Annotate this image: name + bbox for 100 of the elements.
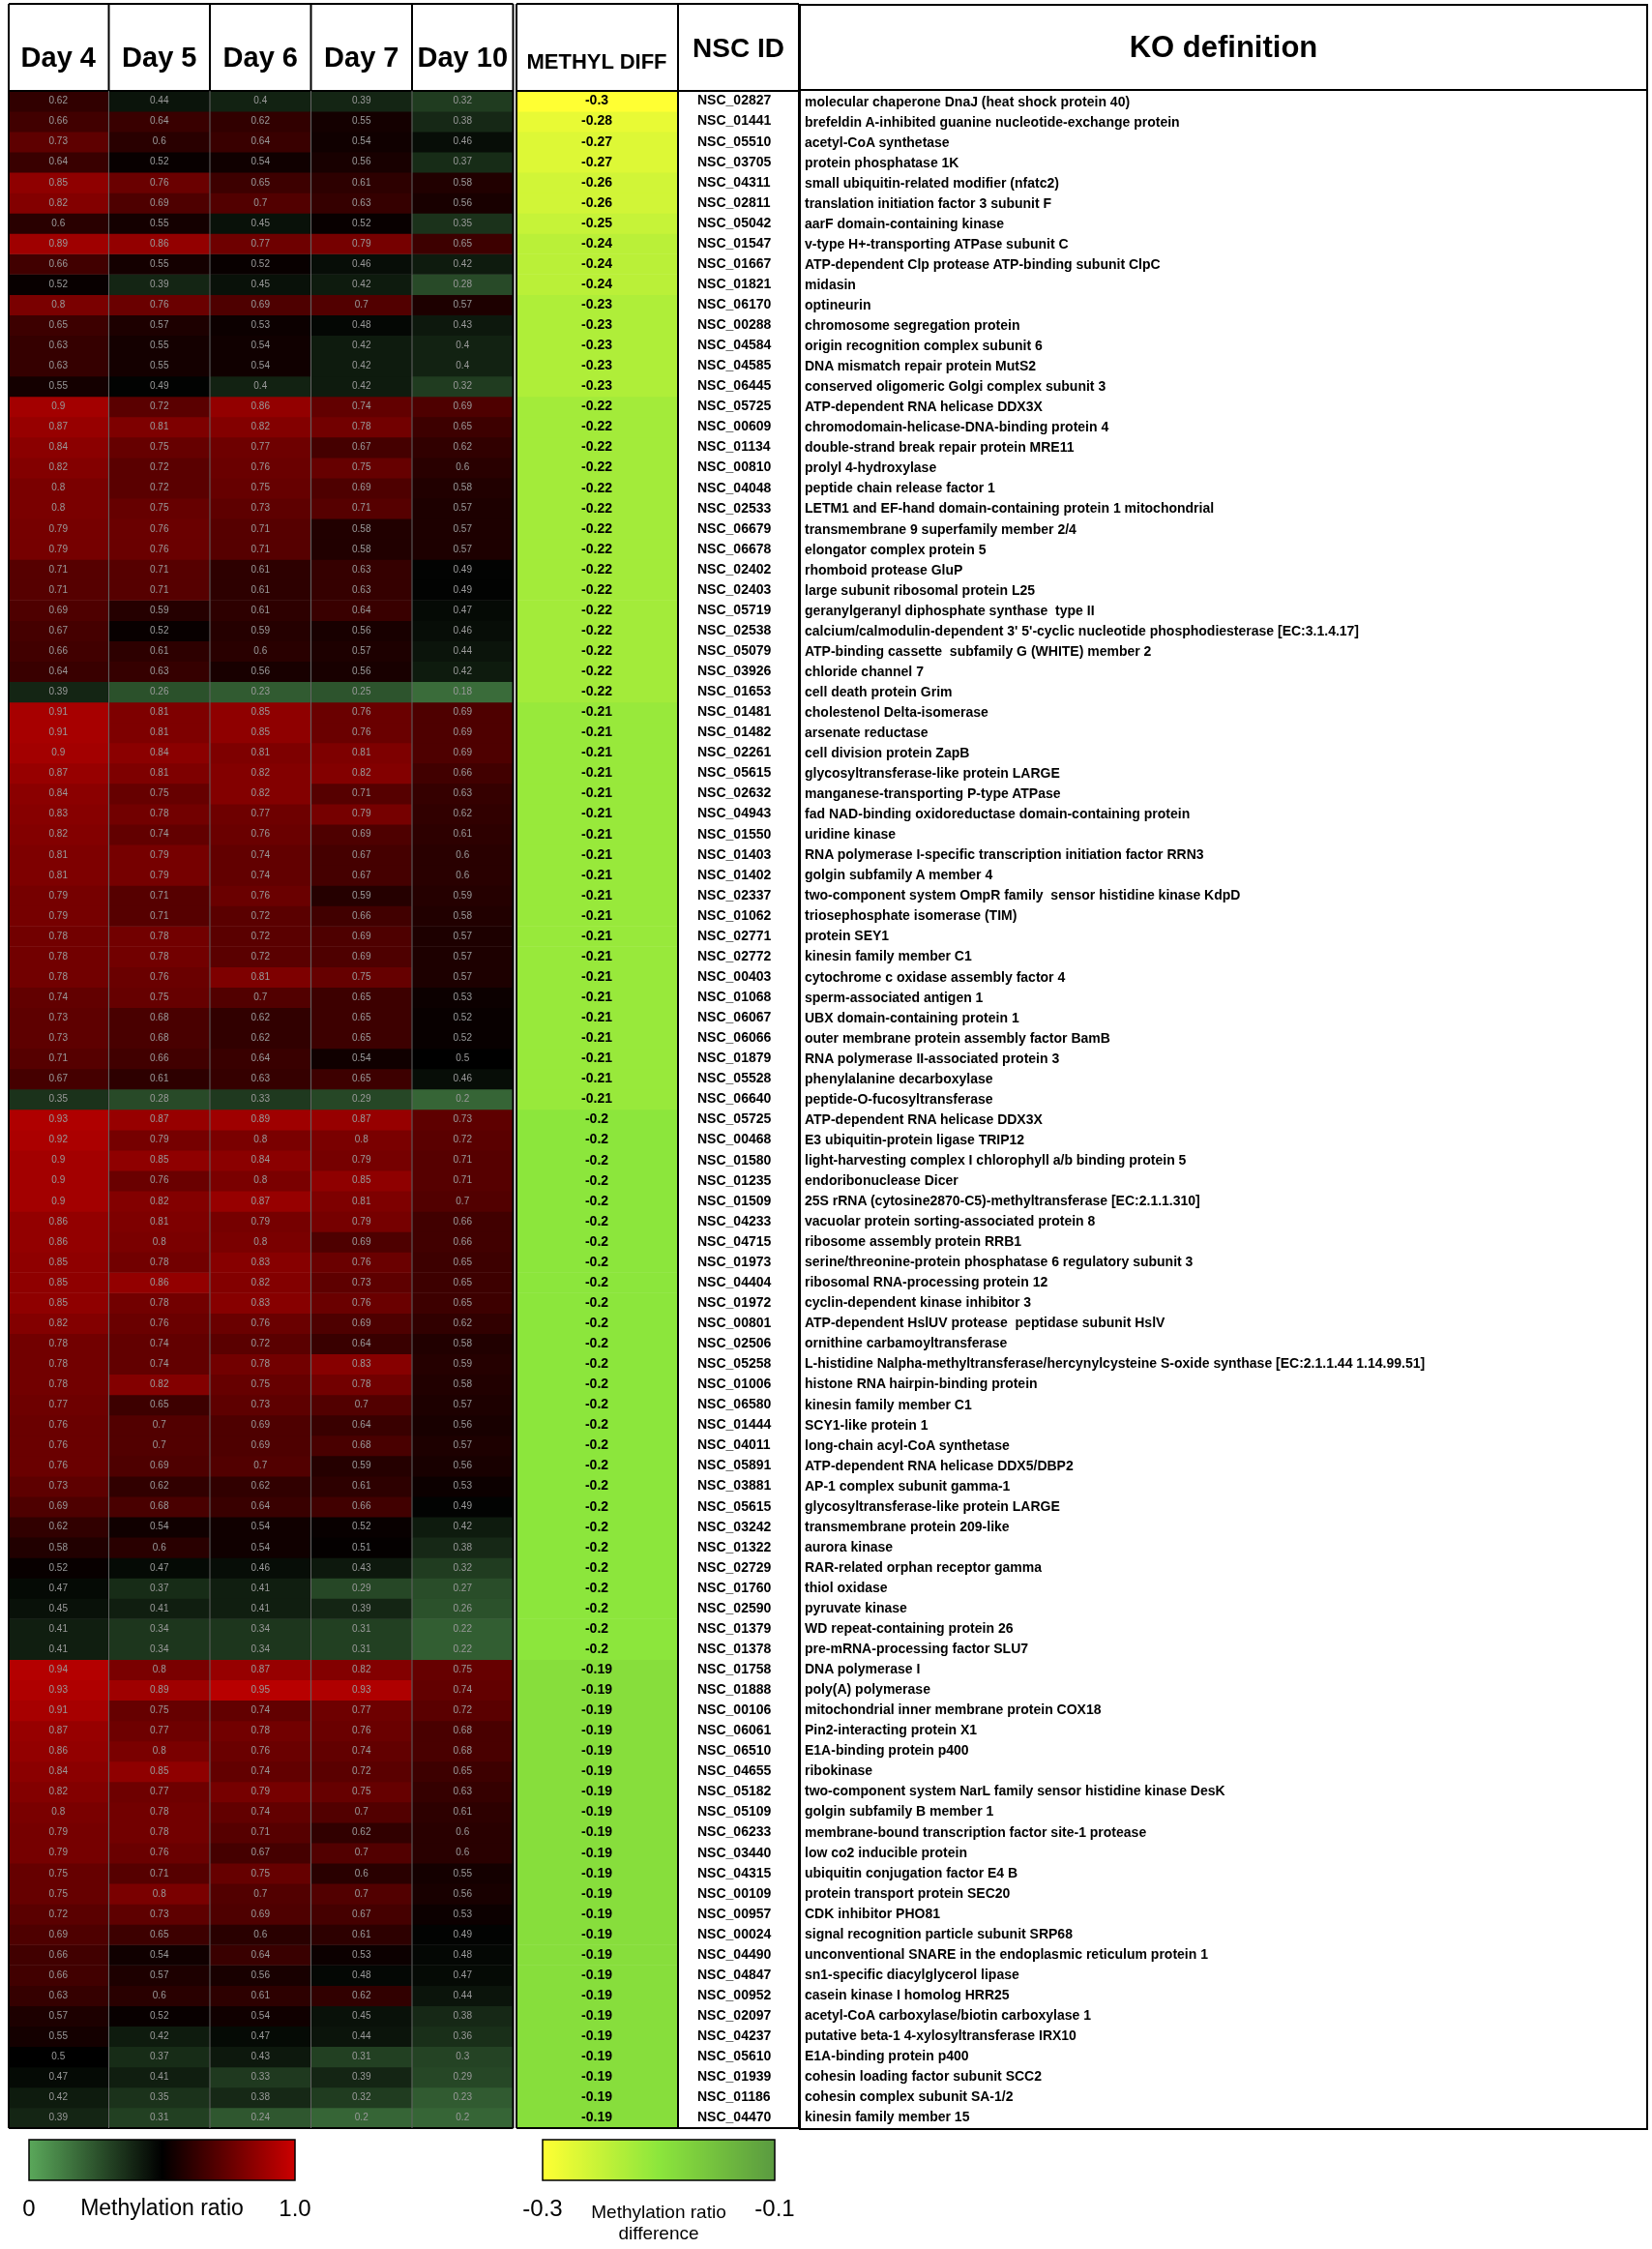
y-tick-label: NSC_01667	[697, 254, 772, 271]
text: brefeldin A-inhibited guanine nucleotide-exchange protein	[804, 112, 1181, 132]
data-label: -0.19	[581, 2007, 613, 2024]
data-label: -0.26	[581, 193, 613, 210]
text: E1A-binding protein p400	[804, 1741, 970, 1761]
y-tick-label: NSC_02771	[697, 927, 772, 943]
data-label: -0.2	[584, 1457, 609, 1473]
y-tick-label: NSC_06679	[697, 519, 772, 536]
text: UBX domain-containing protein 1	[804, 1008, 1020, 1027]
y-tick-label: NSC_04311	[697, 173, 771, 190]
y-tick-label: NSC_02097	[697, 2007, 772, 2024]
text: WD repeat-containing protein 26	[804, 1619, 1015, 1639]
text: cyclin-dependent kinase inhibitor 3	[804, 1293, 1033, 1313]
data-label: -0.2	[584, 1314, 609, 1330]
data-label: -0.21	[581, 947, 613, 963]
y-tick-label: NSC_04011	[697, 1436, 771, 1453]
data-label: -0.19	[581, 2068, 613, 2085]
data-label: -0.23	[581, 357, 613, 373]
text: cohesin loading factor subunit SCC2	[804, 2067, 1044, 2086]
y-tick-label: NSC_05725	[697, 1110, 772, 1127]
y-tick-label: NSC_05528	[697, 1070, 772, 1086]
data-label: -0.19	[581, 2027, 613, 2044]
data-label: -0.19	[581, 1966, 613, 1982]
y-tick-label: NSC_00810	[697, 459, 772, 475]
x-tick-label: METHYL DIFF	[526, 48, 667, 74]
y-tick-label: NSC_02590	[697, 1599, 772, 1615]
text: AP-1 complex subunit gamma-1	[804, 1476, 1012, 1495]
y-tick-label: NSC_01888	[697, 1681, 772, 1698]
data-label: -0.22	[581, 663, 613, 679]
color-bar-title: Methylation ratio	[80, 2195, 244, 2221]
data-label: -0.22	[581, 479, 613, 495]
y-tick-label: NSC_02827	[697, 92, 772, 108]
text: protein SEY1	[804, 927, 891, 946]
text: acetyl-CoA synthetase	[804, 133, 951, 152]
data-label: -0.19	[581, 1681, 613, 1698]
text: aurora kinase	[804, 1537, 895, 1556]
text: RNA polymerase I-specific transcription initiation factor RRN3	[804, 845, 1205, 865]
data-label: -0.2	[584, 1558, 609, 1575]
text: ribokinase	[804, 1761, 874, 1781]
text: uridine kinase	[804, 825, 898, 844]
data-label: -0.19	[581, 1925, 613, 1941]
text: ribosome assembly protein RRB1	[804, 1232, 1023, 1252]
data-label: -0.2	[584, 1110, 609, 1127]
text: optineurin	[804, 296, 872, 314]
y-tick-label: NSC_01134	[697, 438, 771, 455]
data-label: -0.24	[581, 275, 613, 291]
data-label: -0.2	[584, 1497, 609, 1514]
text: transmembrane 9 superfamily member 2/4	[804, 519, 1077, 539]
y-tick-label: NSC_00952	[697, 1986, 772, 2002]
y-tick-label: NSC_04715	[697, 1232, 772, 1249]
text: ATP-dependent Clp protease ATP-binding subunit ClpC	[804, 254, 1162, 274]
text: calcium/calmodulin-dependent 3' 5'-cyclic nucleotide phosphodiesterase [EC:3.1.4.17]	[804, 621, 1361, 640]
data-label: -0.21	[581, 805, 613, 821]
text: transmembrane protein 209-like	[804, 1517, 1011, 1536]
text: cell death protein Grim	[804, 682, 954, 701]
text: E1A-binding protein p400	[804, 2047, 970, 2065]
text: ornithine carbamoyltransferase	[804, 1334, 1009, 1353]
data-label: -0.19	[581, 1986, 613, 2002]
y-tick-label: NSC_01482	[697, 724, 772, 740]
text: arsenate reductase	[804, 723, 929, 742]
data-label: -0.21	[581, 1050, 613, 1066]
y-tick-label: NSC_01322	[697, 1538, 772, 1554]
y-tick-label: NSC_03440	[697, 1844, 772, 1860]
y-tick-label: NSC_01403	[697, 845, 772, 862]
text: putative beta-1 4-xylosyltransferase IRX10	[804, 2026, 1077, 2045]
y-tick-label: NSC_01509	[697, 1192, 772, 1208]
text: ribosomal RNA-processing protein 12	[804, 1273, 1049, 1292]
y-tick-label: NSC_01481	[697, 703, 772, 720]
y-tick-label: NSC_05258	[697, 1355, 772, 1372]
text: protein transport protein SEC20	[804, 1883, 1012, 1903]
y-tick-label: NSC_02632	[697, 784, 772, 801]
y-tick-label: NSC_03242	[697, 1518, 772, 1534]
data-label: -0.21	[581, 784, 613, 801]
text: Pin2-interacting protein X1	[804, 1721, 979, 1740]
data-label: -0.19	[581, 1722, 613, 1738]
data-label: -0.21	[581, 744, 613, 760]
data-label: -0.19	[581, 1945, 613, 1962]
y-tick-label: NSC_02533	[697, 499, 772, 516]
y-tick-label: NSC_06066	[697, 1029, 772, 1046]
y-tick-label: NSC_01821	[697, 275, 772, 291]
data-label: -0.19	[581, 1803, 613, 1820]
y-tick-label: NSC_06510	[697, 1742, 772, 1759]
y-tick-label: NSC_00109	[697, 1884, 772, 1901]
data-label: -0.19	[581, 1905, 613, 1921]
y-tick-label: NSC_01186	[697, 2088, 771, 2105]
y-tick-label: NSC_01547	[697, 234, 772, 251]
y-tick-label: NSC_02772	[697, 947, 772, 963]
y-tick-label: NSC_02729	[697, 1558, 772, 1575]
y-tick-label: NSC_00801	[697, 1314, 772, 1330]
text: glycosyltransferase-like protein LARGE	[804, 764, 1061, 784]
text: outer membrane protein assembly factor BamB	[804, 1028, 1111, 1048]
text: ATP-dependent RNA helicase DDX3X	[804, 1110, 1044, 1129]
y-tick-label: NSC_04470	[697, 2109, 772, 2125]
y-tick-label: NSC_05615	[697, 1497, 772, 1514]
text: manganese-transporting P-type ATPase	[804, 784, 1062, 804]
text: serine/threonine-protein phosphatase 6 regulatory subunit 3	[804, 1253, 1195, 1272]
data-label: -0.19	[581, 1661, 613, 1677]
text: double-strand break repair protein MRE11	[804, 438, 1076, 458]
text: ATP-dependent HslUV protease peptidase subunit HslV	[804, 1314, 1166, 1333]
text: KO definition	[799, 4, 1648, 91]
